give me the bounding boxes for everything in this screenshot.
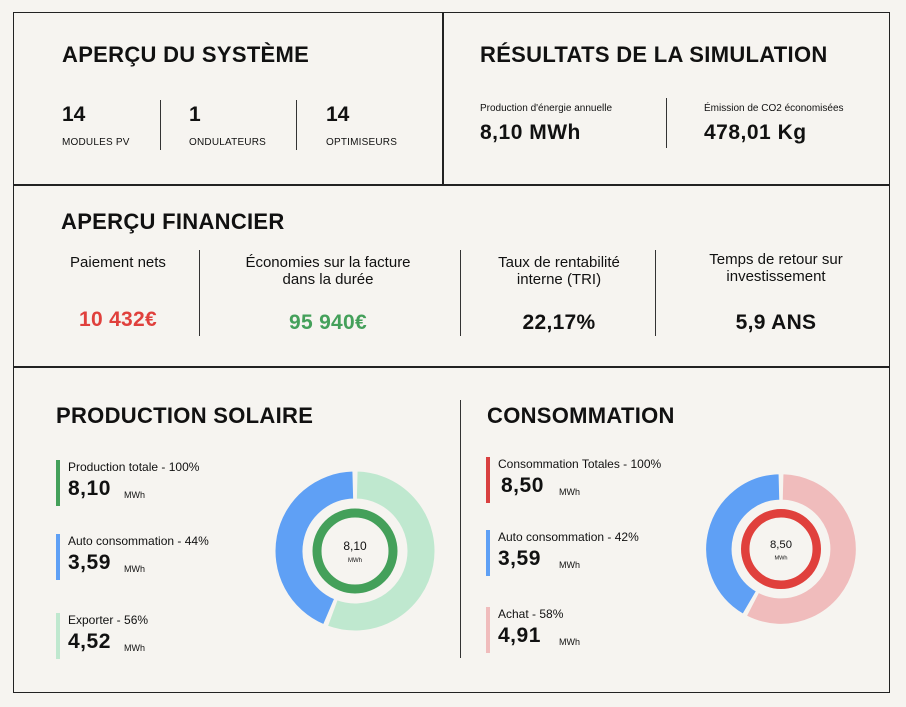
legend-self-consumption: Auto consommation - 44% 3,59 MWh [56,534,256,582]
legend-total-production: Production totale - 100% 8,10 MWh [56,460,256,508]
divider-top [13,184,890,186]
divider-top-vertical [442,12,444,185]
production-donut-chart: 8,10 MWh [274,470,436,632]
net-payment-label-line: Paiement nets [70,254,166,271]
annual-production-value: 8,10 MWh [480,121,581,144]
payback-label-line: investissement [726,268,826,285]
legend-self-consumption: Auto consommation - 42% 3,59 MWh [486,530,706,578]
co2-saved-value: 478,01 Kg [704,121,807,144]
legend-value: 8,10 [68,477,111,500]
stat-optimizers-label: OPTIMISEURS [326,137,398,148]
bottom-section-divider [460,400,461,658]
bill-savings-label-line: dans la durée [282,271,374,288]
simulation-title: RÉSULTATS DE LA SIMULATION [480,42,828,67]
co2-saved-label: Émission de CO2 économisées [704,103,844,114]
legend-color-swatch [486,607,490,653]
donut-center-value: 8,10 [343,539,367,553]
irr-label-line: interne (TRI) [516,271,602,288]
payback-label-line: Temps de retour sur [709,251,843,268]
legend-color-swatch [56,613,60,659]
financial-divider [199,250,200,336]
legend-unit: MWh [559,487,580,497]
simulation-divider [666,98,667,148]
financial-divider [460,250,461,336]
net-payment-label: Paiement nets [44,254,192,271]
donut-center-unit: MWh [348,558,362,564]
legend-value: 3,59 [498,547,541,570]
donut-center-value: 8,50 [770,539,792,551]
annual-production-label: Production d'énergie annuelle [480,103,613,114]
stat-divider [296,100,297,150]
donut-segment [705,473,781,615]
irr-value: 22,17% [522,311,596,334]
dashboard-frame [13,12,890,693]
consumption-title: CONSOMMATION [487,403,675,428]
divider-middle [13,366,890,368]
donut-segments [274,470,436,632]
donut-segment [745,473,857,625]
legend-label: Exporter - 56% [68,613,149,627]
donut-inner-ring [741,509,821,589]
legend-label: Achat - 58% [498,607,564,621]
legend-color-swatch [56,534,60,580]
donut-inner-ring [312,508,398,594]
legend-value: 4,52 [68,630,111,653]
legend-color-swatch [56,460,60,506]
donut-segments [705,473,857,625]
legend-label: Production totale - 100% [68,460,200,474]
stat-inverters-value: 1 [189,103,201,126]
legend-export: Exporter - 56% 4,52 MWh [56,613,256,661]
stat-inverters-label: ONDULATEURS [189,137,267,148]
bill-savings-value: 95 940€ [288,311,367,334]
legend-unit: MWh [124,643,145,653]
bill-savings-label-line: Économies sur la facture [245,254,411,271]
legend-unit: MWh [559,560,580,570]
net-payment-value: 10 432€ [78,308,157,331]
legend-purchase: Achat - 58% 4,91 MWh [486,607,706,655]
legend-value: 4,91 [498,624,541,647]
payback-label: Temps de retour sur investissement [662,251,890,285]
legend-total-consumption: Consommation Totales - 100% 8,50 MWh [486,457,706,505]
system-title: APERÇU DU SYSTÈME [62,42,310,67]
financial-divider [655,250,656,336]
stat-divider [160,100,161,150]
legend-unit: MWh [559,637,580,647]
stat-modules-label: MODULES PV [62,137,130,148]
legend-label: Auto consommation - 44% [68,534,209,548]
financial-title: APERÇU FINANCIER [61,209,285,234]
legend-color-swatch [486,530,490,576]
legend-color-swatch [486,457,490,503]
stat-modules-value: 14 [62,103,86,126]
legend-label: Consommation Totales - 100% [498,457,662,471]
legend-label: Auto consommation - 42% [498,530,639,544]
payback-value: 5,9 ANS [735,311,817,334]
legend-value: 3,59 [68,551,111,574]
legend-value: 8,50 [501,474,544,497]
donut-segment [327,470,436,632]
production-title: PRODUCTION SOLAIRE [56,403,314,428]
irr-label: Taux de rentabilité interne (TRI) [466,254,652,288]
bill-savings-label: Économies sur la facture dans la durée [206,254,450,288]
donut-center-unit: MWh [774,555,787,561]
legend-unit: MWh [124,490,145,500]
irr-label-line: Taux de rentabilité [498,254,620,271]
consumption-donut-chart: 8,50 MWh [705,473,857,625]
stat-optimizers-value: 14 [326,103,350,126]
donut-segment [274,470,355,626]
legend-unit: MWh [124,564,145,574]
